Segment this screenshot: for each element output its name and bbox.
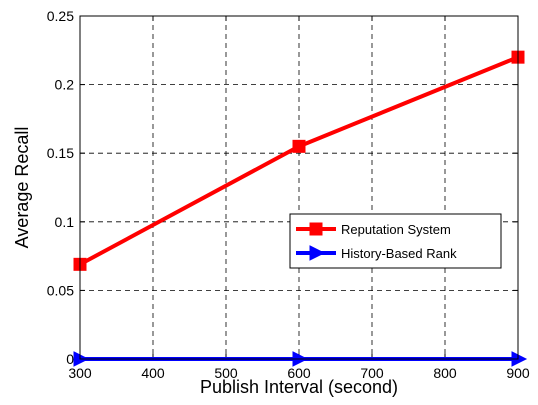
plot-frame [79, 15, 519, 360]
y-tick-label: 0 [66, 351, 74, 367]
x-tick-label: 400 [141, 365, 165, 381]
x-axis-label: Publish Interval (second) [200, 377, 398, 397]
legend-marker [309, 245, 326, 261]
x-tick-label: 600 [287, 365, 311, 381]
y-tick-label: 0.1 [55, 214, 75, 230]
x-tick-label: 800 [433, 365, 457, 381]
legend-box [289, 213, 502, 269]
y-axis-label: Average Recall [12, 127, 32, 249]
legend-item: History-Based Rank [296, 245, 457, 261]
x-tick-label: 500 [214, 365, 238, 381]
x-tick-label: 700 [360, 365, 384, 381]
y-tick-label: 0.2 [55, 77, 75, 93]
grid [79, 15, 519, 360]
x-tick-label: 900 [506, 365, 530, 381]
y-tick-label: 0.25 [47, 8, 74, 24]
series-layer [73, 50, 528, 367]
y-tick-label: 0.15 [47, 145, 74, 161]
legend: Reputation System History-Based Rank [289, 213, 502, 269]
tick-labels: 300 400 500 600 700 800 900 0 0.05 0.1 0.15 0.2 0.25 [47, 8, 530, 381]
y-tick-label: 0.05 [47, 282, 74, 298]
data-point [292, 139, 306, 153]
legend-label: Reputation System [341, 222, 451, 237]
legend-label: History-Based Rank [341, 246, 457, 261]
x-tick-label: 300 [68, 365, 92, 381]
legend-item: Reputation System [296, 222, 451, 237]
legend-marker [309, 222, 323, 236]
